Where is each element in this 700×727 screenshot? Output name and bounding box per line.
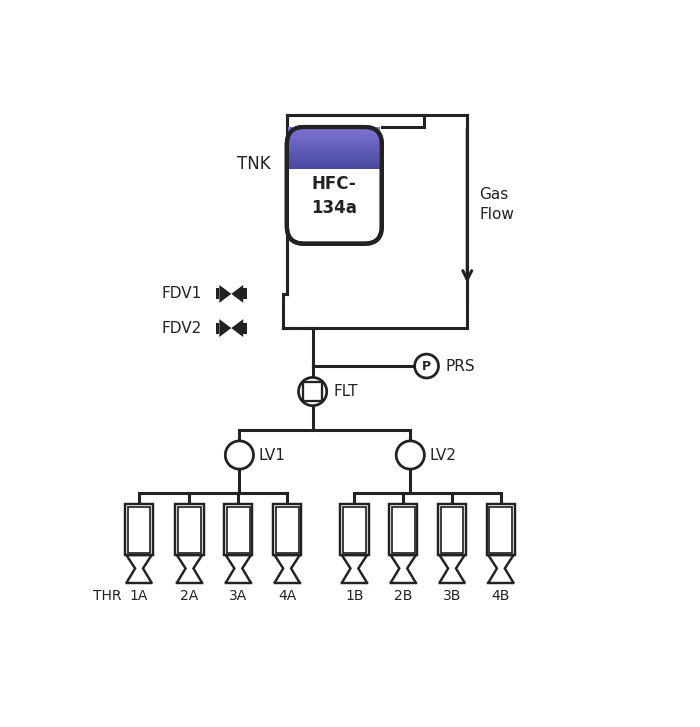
Text: P: P <box>422 360 431 372</box>
Text: 2B: 2B <box>394 589 412 603</box>
Bar <box>288 126 380 128</box>
Bar <box>288 135 380 137</box>
Bar <box>288 152 380 153</box>
Text: 1A: 1A <box>130 589 148 603</box>
Bar <box>125 504 153 555</box>
Text: 4B: 4B <box>491 589 510 603</box>
Bar <box>288 140 380 142</box>
Bar <box>227 507 250 553</box>
Bar <box>288 132 380 133</box>
Bar <box>288 148 380 150</box>
Bar <box>288 166 380 168</box>
Bar <box>288 142 380 144</box>
Bar <box>288 145 380 146</box>
Bar <box>216 289 219 300</box>
Polygon shape <box>231 319 243 337</box>
Bar <box>288 160 380 161</box>
Bar <box>288 162 380 164</box>
Bar <box>486 504 515 555</box>
Bar <box>243 323 247 334</box>
Bar <box>127 507 150 553</box>
Bar <box>288 131 380 132</box>
Text: HFC-
134a: HFC- 134a <box>312 175 357 217</box>
Polygon shape <box>219 319 231 337</box>
Bar <box>288 141 380 142</box>
Text: TNK: TNK <box>237 155 271 173</box>
Bar <box>288 138 380 140</box>
Text: LV2: LV2 <box>430 448 456 462</box>
Bar <box>243 289 247 300</box>
Text: 3A: 3A <box>229 589 247 603</box>
Polygon shape <box>231 285 243 303</box>
Bar <box>288 155 380 156</box>
Bar <box>343 507 366 553</box>
Bar <box>288 153 380 154</box>
Bar <box>288 150 380 151</box>
Bar <box>288 165 380 167</box>
Bar <box>216 323 219 334</box>
Bar <box>441 507 463 553</box>
Text: 1B: 1B <box>345 589 364 603</box>
Bar <box>224 504 253 555</box>
Text: FDV1: FDV1 <box>161 286 202 302</box>
Bar <box>288 134 380 135</box>
Bar <box>288 133 380 134</box>
Bar <box>288 158 380 160</box>
Bar <box>288 157 380 158</box>
Bar <box>288 150 380 152</box>
Bar <box>303 382 322 401</box>
Text: LV1: LV1 <box>259 448 286 462</box>
Text: PRS: PRS <box>445 358 475 374</box>
Bar <box>288 129 380 130</box>
FancyBboxPatch shape <box>287 127 382 244</box>
Bar <box>392 507 414 553</box>
Polygon shape <box>219 285 231 303</box>
Text: 3B: 3B <box>443 589 461 603</box>
Bar <box>340 504 368 555</box>
Bar <box>438 504 466 555</box>
Text: Gas
Flow: Gas Flow <box>480 187 514 222</box>
Bar <box>288 136 380 137</box>
Bar <box>288 139 380 141</box>
Bar <box>288 129 380 132</box>
Text: THR: THR <box>93 589 122 603</box>
Bar <box>273 504 301 555</box>
Circle shape <box>396 441 424 469</box>
Bar <box>178 507 201 553</box>
Bar <box>288 156 380 158</box>
Bar <box>288 164 380 165</box>
Circle shape <box>414 354 438 378</box>
Bar <box>288 159 380 161</box>
Bar <box>176 504 204 555</box>
Circle shape <box>225 441 253 469</box>
Bar <box>276 507 298 553</box>
Circle shape <box>298 377 327 406</box>
Bar <box>288 167 380 169</box>
Bar <box>288 145 380 147</box>
Bar <box>288 148 380 149</box>
Bar <box>288 161 380 163</box>
Text: 2A: 2A <box>181 589 199 603</box>
Bar <box>288 154 380 156</box>
Text: FDV2: FDV2 <box>161 321 202 336</box>
Text: FLT: FLT <box>333 384 358 399</box>
Bar <box>389 504 417 555</box>
Bar <box>288 146 380 148</box>
Bar <box>489 507 512 553</box>
Bar <box>288 127 380 129</box>
Bar <box>288 143 380 145</box>
Bar <box>288 137 380 139</box>
Bar <box>288 164 380 166</box>
Text: 4A: 4A <box>278 589 296 603</box>
